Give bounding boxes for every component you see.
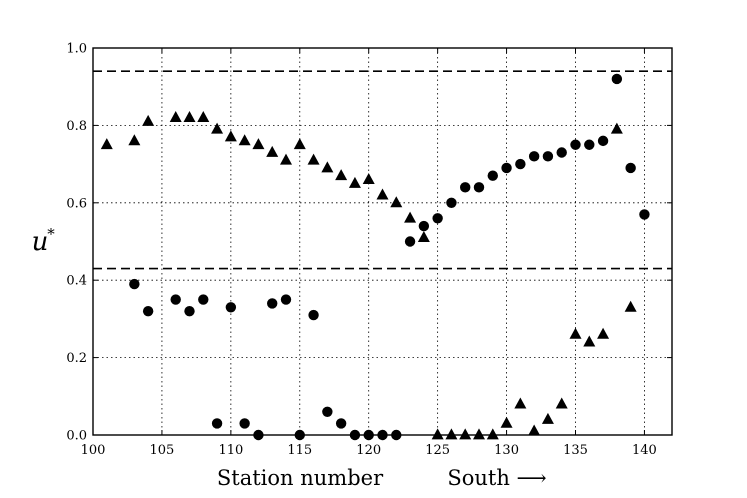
plot-frame [92,47,673,436]
circle-marker [267,298,278,309]
triangle-marker [321,161,334,173]
circle-marker [404,236,416,247]
circle-marker [142,305,154,317]
triangle-marker [128,134,141,146]
triangle-marker [514,397,527,409]
y-tick-label: 0.4 [66,274,87,289]
triangle-marker [238,134,251,146]
y-tick-label: 0.8 [66,119,87,134]
circle-marker [639,209,650,220]
y-tick-label: 0.0 [66,429,87,444]
x-tick-label: 100 [81,443,106,458]
triangle-marker [224,130,237,142]
triangle-marker [390,196,403,208]
circle-marker [597,135,609,147]
circle-marker [584,139,595,150]
triangle-marker [528,424,541,436]
circle-marker [335,418,347,429]
triangle-marker [610,122,623,134]
circle-marker [515,158,526,170]
data-points [100,73,650,441]
y-tick-label: 1.0 [66,42,87,57]
circle-marker [225,302,237,313]
circle-marker [460,182,471,193]
circle-marker [446,197,457,208]
triangle-marker [266,145,279,157]
y-axis-label: u * [32,225,56,257]
circle-marker [184,305,195,317]
triangle-marker [555,397,568,409]
triangle-marker [169,111,182,123]
x-axis-direction-label: South ⟶ [447,466,546,490]
triangle-marker [211,122,224,134]
x-axis-label: Station number [217,466,384,490]
circle-marker [418,220,430,232]
triangle-marker [445,428,458,440]
circle-marker [170,294,181,305]
triangle-marker [280,153,292,165]
triangle-marker [307,153,320,165]
y-tick-label: 0.2 [66,351,87,366]
triangle-marker [541,412,554,424]
x-tick-label: 120 [356,443,381,458]
triangle-marker [252,138,265,150]
x-tick-label: 140 [632,443,657,458]
triangle-marker [569,327,582,339]
triangle-marker [459,428,472,440]
triangle-marker [293,138,306,150]
triangle-marker [486,428,499,440]
y-axis-label-symbol: u [32,227,49,257]
circle-marker [280,294,292,305]
circle-marker [129,278,140,290]
triangle-marker [473,428,485,440]
triangle-marker [142,114,155,126]
x-tick-label: 110 [218,443,243,458]
circle-marker [487,170,498,181]
circle-marker [542,151,554,162]
triangle-marker [348,176,361,188]
triangle-marker [197,111,210,123]
triangle-marker [597,327,610,339]
circle-marker [211,418,223,429]
triangle-marker [417,231,430,243]
triangle-marker [376,188,389,200]
circle-marker [432,213,443,224]
triangle-marker [583,335,596,347]
triangle-marker [404,211,417,223]
circle-marker [556,147,567,158]
circle-marker [570,139,581,150]
circle-marker [473,182,485,193]
triangle-marker [362,172,375,184]
circle-marker [198,294,209,305]
triangle-marker [335,169,348,181]
triangle-marker [500,416,513,428]
x-tick-label: 135 [563,443,588,458]
circle-marker [528,151,540,162]
triangle-marker [100,138,113,150]
circle-marker [611,73,623,85]
circle-marker [501,162,512,174]
grid-lines [92,47,672,436]
x-tick-label: 115 [287,443,312,458]
circle-marker [625,162,636,174]
x-tick-label: 105 [150,443,175,458]
triangle-marker [624,300,637,312]
x-tick-label: 130 [494,443,519,458]
axis-ticks: 100 105 110 115 120 125 130 135 140 0.0 0.2 0.4 0.6 0… [66,42,672,458]
reference-lines [93,70,672,270]
circle-marker [308,309,319,321]
triangle-marker [183,111,196,123]
y-axis-label-superscript: * [47,225,55,243]
y-tick-label: 0.6 [66,196,87,211]
x-tick-label: 125 [425,443,450,458]
circle-marker [322,406,333,417]
circle-marker [239,418,250,429]
